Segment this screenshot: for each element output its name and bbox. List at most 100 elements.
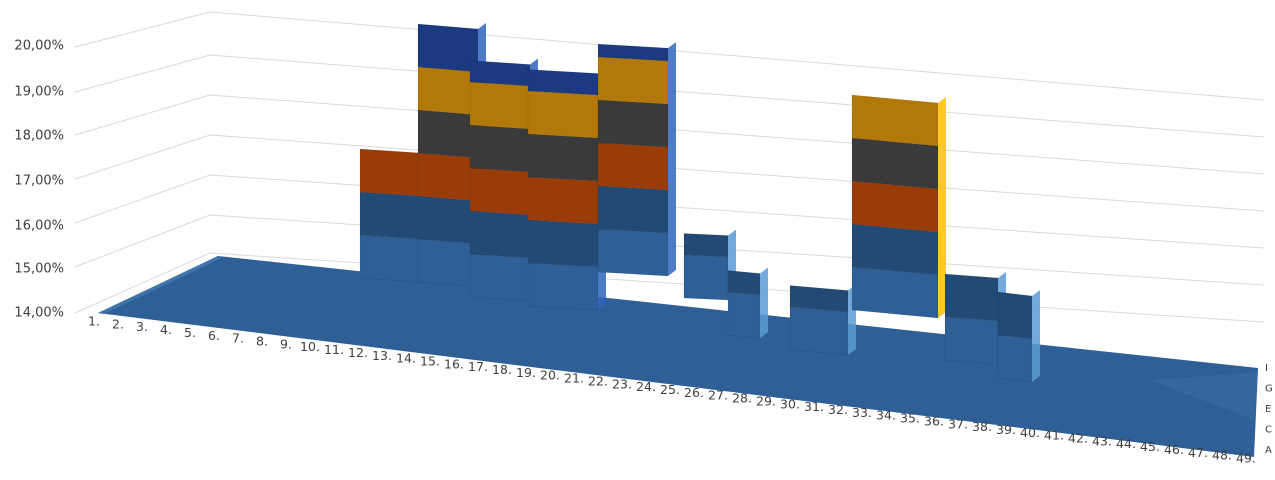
x-tick-label: 40. bbox=[1020, 425, 1040, 440]
x-tick-label: 5. bbox=[184, 325, 196, 340]
surface-side bbox=[668, 42, 676, 276]
surface-band bbox=[469, 124, 531, 173]
x-tick-label: 45. bbox=[1140, 439, 1160, 454]
floor-edge bbox=[98, 256, 222, 314]
x-tick-label: 19. bbox=[516, 365, 536, 380]
x-tick-label: 13. bbox=[372, 348, 392, 363]
surface-band bbox=[527, 90, 599, 139]
surface-band bbox=[417, 152, 479, 202]
floor-highlight bbox=[1150, 372, 1258, 420]
x-tick-label: 44. bbox=[1116, 436, 1136, 451]
surface-band bbox=[851, 94, 939, 147]
x-tick-label: 35. bbox=[900, 411, 920, 426]
surface-peaks bbox=[359, 23, 1040, 383]
surface-band bbox=[527, 133, 599, 182]
series-tick-label: A bbox=[1265, 445, 1272, 456]
x-tick-label: 16. bbox=[444, 356, 464, 371]
surface-band bbox=[527, 176, 599, 225]
x-tick-label: 39. bbox=[996, 422, 1016, 437]
x-tick-label: 27. bbox=[708, 388, 728, 403]
surface-band bbox=[997, 334, 1033, 383]
surface-band bbox=[359, 191, 421, 240]
surface-side bbox=[1032, 290, 1040, 382]
surface-side bbox=[938, 97, 946, 318]
surface-band bbox=[469, 167, 531, 216]
x-tick-label: 9. bbox=[280, 336, 292, 351]
surface-band bbox=[997, 291, 1033, 340]
gridlines bbox=[74, 11, 1265, 323]
series-tick-label: C bbox=[1265, 425, 1272, 436]
x-tick-label: 8. bbox=[256, 333, 268, 348]
x-tick-label: 46. bbox=[1164, 442, 1184, 457]
surface-band bbox=[417, 238, 479, 288]
chart-floor bbox=[98, 256, 1258, 457]
x-tick-label: 1. bbox=[88, 314, 100, 329]
y-tick-label: 16,00% bbox=[14, 219, 64, 234]
x-tick-label: 3. bbox=[136, 319, 148, 334]
surface-band bbox=[469, 210, 531, 259]
x-tick-label: 21. bbox=[564, 371, 584, 386]
x-tick-label: 11. bbox=[324, 342, 344, 357]
x-tick-label: 20. bbox=[540, 368, 560, 383]
surface-band bbox=[851, 266, 939, 319]
surface-band bbox=[727, 270, 761, 296]
floor-plane bbox=[98, 256, 1258, 457]
x-tick-label: 22. bbox=[588, 373, 608, 388]
y-tick-label: 19,00% bbox=[14, 85, 64, 100]
x-tick-label: 38. bbox=[972, 419, 992, 434]
surface-band bbox=[597, 56, 669, 105]
surface-band bbox=[417, 23, 479, 73]
x-tick-label: 25. bbox=[660, 382, 680, 397]
x-tick-label: 43. bbox=[1092, 433, 1112, 448]
surface-side bbox=[760, 267, 768, 338]
x-tick-label: 24. bbox=[636, 379, 656, 394]
surface-band bbox=[727, 291, 761, 339]
y-axis-labels: 14,00% 15,00% 16,00% 17,00% 18,00% 19,00% 20,0… bbox=[14, 39, 64, 321]
x-tick-label: 36. bbox=[924, 413, 944, 428]
x-tick-label: 4. bbox=[160, 322, 172, 337]
y-tick-label: 20,00% bbox=[14, 39, 64, 54]
x-tick-label: 15. bbox=[420, 353, 440, 368]
surface-band bbox=[469, 60, 531, 87]
x-axis-labels: 1. 2. 3. 4. 5. 6. 7. 8. 9. 10. 11. 12. 13. 14. 15. 16. 1… bbox=[88, 314, 1256, 466]
y-tick-label: 14,00% bbox=[14, 306, 64, 321]
x-tick-label: 12. bbox=[348, 345, 368, 360]
x-tick-label: 32. bbox=[828, 402, 848, 417]
series-tick-label: G bbox=[1265, 384, 1273, 395]
series-tick-label: E bbox=[1265, 404, 1271, 415]
x-tick-label: 2. bbox=[112, 316, 124, 331]
surface-band bbox=[851, 180, 939, 233]
y-tick-label: 15,00% bbox=[14, 262, 64, 277]
y-tick-label: 18,00% bbox=[14, 129, 64, 144]
surface-band bbox=[944, 316, 999, 365]
surface-band bbox=[789, 306, 849, 356]
x-tick-label: 14. bbox=[396, 351, 416, 366]
surface-band bbox=[527, 262, 599, 311]
x-tick-label: 37. bbox=[948, 416, 968, 431]
x-tick-label: 17. bbox=[468, 359, 488, 374]
surface-band bbox=[417, 109, 479, 159]
x-tick-label: 30. bbox=[780, 396, 800, 411]
x-tick-label: 6. bbox=[208, 328, 220, 343]
surface-band bbox=[597, 142, 669, 191]
surface-band bbox=[597, 99, 669, 148]
surface-band bbox=[527, 69, 599, 96]
x-tick-label: 48. bbox=[1212, 448, 1232, 463]
x-tick-label: 29. bbox=[756, 393, 776, 408]
x-tick-label: 42. bbox=[1068, 431, 1088, 446]
surface-band bbox=[469, 253, 531, 302]
x-tick-label: 28. bbox=[732, 391, 752, 406]
surface-band bbox=[851, 137, 939, 190]
surface-band bbox=[683, 254, 729, 301]
x-tick-label: 10. bbox=[300, 339, 320, 354]
x-tick-label: 33. bbox=[852, 405, 872, 420]
surface-band bbox=[359, 148, 421, 197]
surface-band bbox=[944, 273, 999, 322]
x-tick-label: 26. bbox=[684, 385, 704, 400]
surface-band bbox=[469, 81, 531, 130]
surface-band bbox=[597, 228, 669, 277]
surface-band bbox=[683, 233, 729, 258]
